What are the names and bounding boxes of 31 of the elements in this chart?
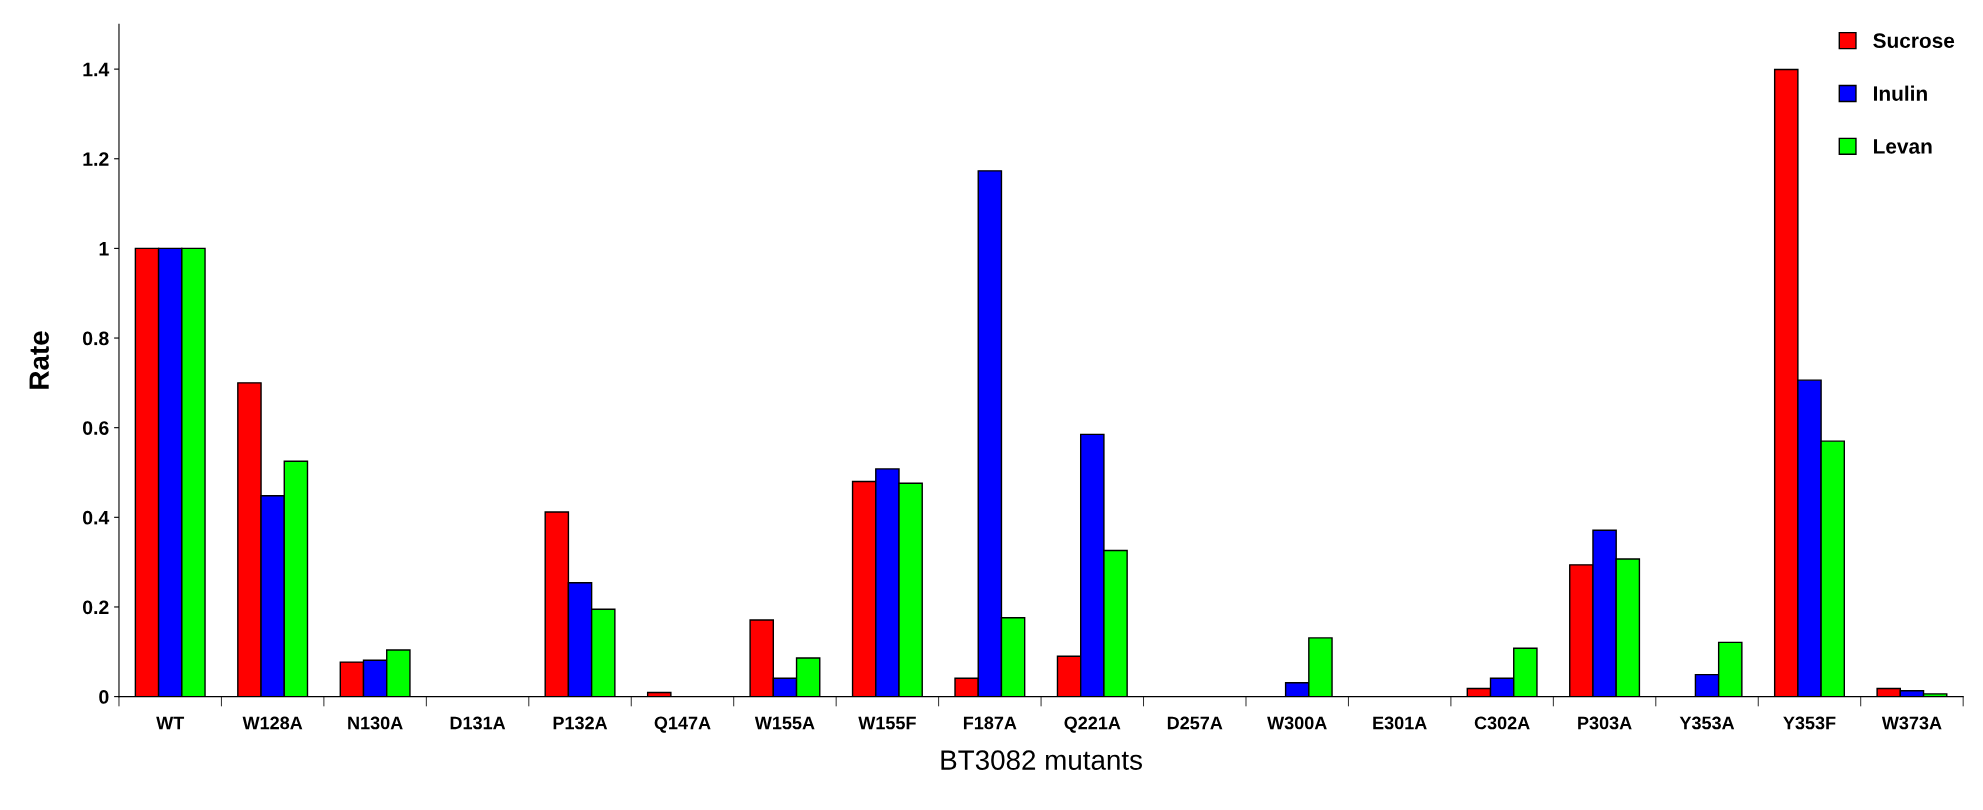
x-tick-label: Y353F	[1783, 716, 1836, 730]
x-tick-label: D257A	[1167, 716, 1223, 730]
x-tick-label: P303A	[1578, 716, 1632, 730]
x-tick-label: F187A	[963, 716, 1017, 730]
x-tick-label: N130A	[348, 716, 403, 730]
x-tick-label: E301A	[1373, 716, 1427, 730]
y-tick-label: 0.6	[83, 421, 109, 435]
y-tick-label: 0.4	[83, 510, 110, 525]
x-tick-label: W155A	[754, 716, 815, 730]
x-tick-label: Q147A	[654, 716, 711, 733]
x-axis-title: BT3082 mutants	[941, 750, 1142, 770]
x-tick-label: W300A	[1267, 716, 1327, 730]
x-tick-label: WT	[156, 716, 185, 730]
y-axis-title: Rate	[29, 331, 49, 389]
y-tick-label: 0.8	[83, 331, 109, 346]
legend-label: Sucrose	[1873, 33, 1955, 49]
x-tick-label: P132A	[553, 716, 608, 730]
x-tick-label: W128A	[242, 716, 303, 730]
x-tick-label: Q221A	[1064, 716, 1121, 733]
y-tick-label: 1.2	[83, 152, 109, 166]
y-tick-label: 0	[99, 690, 109, 704]
y-tick-label: 1.4	[83, 62, 110, 77]
x-tick-label: D131A	[450, 716, 506, 730]
legend-label: Levan	[1874, 139, 1932, 154]
y-tick-label: 1	[99, 242, 109, 256]
x-tick-label: C302A	[1474, 716, 1530, 730]
x-tick-label: Y353A	[1679, 716, 1735, 730]
x-tick-label: W373A	[1881, 716, 1942, 730]
x-tick-label: W155F	[858, 716, 916, 730]
legend-label: Inulin	[1874, 85, 1927, 101]
y-tick-label: 0.2	[83, 600, 109, 615]
